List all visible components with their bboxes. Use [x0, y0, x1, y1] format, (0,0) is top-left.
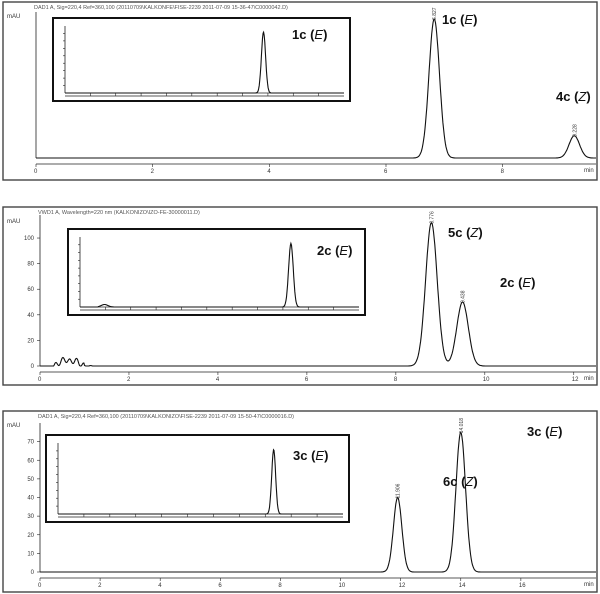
x-tick-label: 4 — [267, 169, 271, 175]
inset-frame — [67, 228, 366, 316]
x-axis-unit: min — [584, 582, 594, 588]
peak-compound-label: 4c (Z) — [556, 89, 591, 104]
y-tick-label: 10 — [27, 551, 34, 557]
y-tick-label: 60 — [27, 458, 34, 464]
x-axis-unit: min — [584, 168, 594, 174]
y-tick-label: 30 — [27, 514, 34, 520]
x-tick-label: 0 — [38, 583, 42, 589]
x-tick-label: 10 — [483, 377, 490, 383]
inset-frame — [45, 434, 350, 523]
x-tick-label: 8 — [501, 169, 505, 175]
x-tick-label: 12 — [399, 583, 406, 589]
x-tick-label: 12 — [572, 377, 579, 383]
chromatogram-trace — [40, 431, 596, 573]
peak-rt-label: 11.906 — [396, 483, 402, 498]
y-tick-label: 0 — [31, 364, 35, 370]
y-axis-unit: mAU — [7, 219, 20, 225]
y-axis-unit: mAU — [7, 14, 20, 20]
x-tick-label: 0 — [38, 377, 42, 383]
inset-chromatogram: 1c (E) — [52, 17, 351, 102]
x-tick-label: 2 — [98, 583, 102, 589]
inset-compound-label: 3c (E) — [293, 448, 328, 463]
x-tick-label: 10 — [339, 583, 346, 589]
chromatogram-panel-2: VWD1 A, Wavelength=220 nm (KALKONIZO\IZO… — [2, 206, 598, 386]
chromatogram-panel-1: DAD1 A, Sig=220,4 Ref=360,100 (20110709\… — [2, 1, 598, 181]
y-tick-label: 40 — [27, 313, 34, 319]
inset-compound-label: 1c (E) — [292, 27, 327, 42]
peak-compound-label: 2c (E) — [500, 275, 535, 290]
y-tick-label: 80 — [27, 262, 34, 268]
y-axis-unit: mAU — [7, 423, 20, 429]
x-tick-label: 16 — [519, 583, 526, 589]
y-tick-label: 40 — [27, 496, 34, 502]
peak-compound-label: 5c (Z) — [448, 225, 483, 240]
x-tick-label: 2 — [151, 169, 155, 175]
x-axis-unit: min — [584, 376, 594, 382]
chromatogram-trace — [36, 17, 596, 159]
y-tick-label: 0 — [31, 570, 35, 576]
inset-compound-label: 2c (E) — [317, 243, 352, 258]
x-tick-label: 2 — [127, 377, 131, 383]
peak-rt-label: 8.776 — [429, 211, 435, 224]
x-tick-label: 0 — [34, 169, 38, 175]
x-tick-label: 14 — [459, 583, 466, 589]
y-tick-label: 70 — [27, 440, 34, 446]
chromatogram-panel-3: DAD1 A, Sig=220,4 Ref=360,100 (20110709\… — [2, 410, 598, 593]
peak-rt-label: 6.827 — [432, 7, 438, 20]
x-tick-label: 6 — [384, 169, 388, 175]
peak-rt-label: 14.018 — [459, 418, 465, 434]
inset-trace — [65, 30, 344, 94]
inset-chromatogram: 3c (E) — [45, 434, 350, 523]
inset-chromatogram: 2c (E) — [67, 228, 366, 316]
x-tick-label: 8 — [394, 377, 398, 383]
x-tick-label: 4 — [158, 583, 162, 589]
y-tick-label: 100 — [24, 236, 35, 242]
x-tick-label: 8 — [278, 583, 282, 589]
chart-header: VWD1 A, Wavelength=220 nm (KALKONIZO\IZO… — [38, 210, 200, 216]
chromatogram-trace — [40, 222, 596, 367]
inset-frame — [52, 17, 351, 102]
x-tick-label: 6 — [218, 583, 222, 589]
peak-compound-label: 6c (Z) — [443, 474, 478, 489]
peak-compound-label: 3c (E) — [527, 424, 562, 439]
y-tick-label: 20 — [27, 338, 34, 344]
inset-trace — [80, 241, 359, 308]
peak-rt-label: 9.228 — [572, 124, 578, 137]
peak-rt-label: 9.438 — [461, 290, 467, 303]
x-tick-label: 6 — [305, 377, 309, 383]
chart-header: DAD1 A, Sig=220,4 Ref=360,100 (20110709\… — [38, 414, 294, 420]
y-tick-label: 50 — [27, 477, 34, 483]
peak-compound-label: 1c (E) — [442, 12, 477, 27]
y-tick-label: 60 — [27, 287, 34, 293]
x-tick-label: 4 — [216, 377, 220, 383]
y-tick-label: 20 — [27, 533, 34, 539]
chart-header: DAD1 A, Sig=220,4 Ref=360,100 (20110709\… — [34, 5, 288, 11]
inset-trace — [58, 448, 343, 515]
